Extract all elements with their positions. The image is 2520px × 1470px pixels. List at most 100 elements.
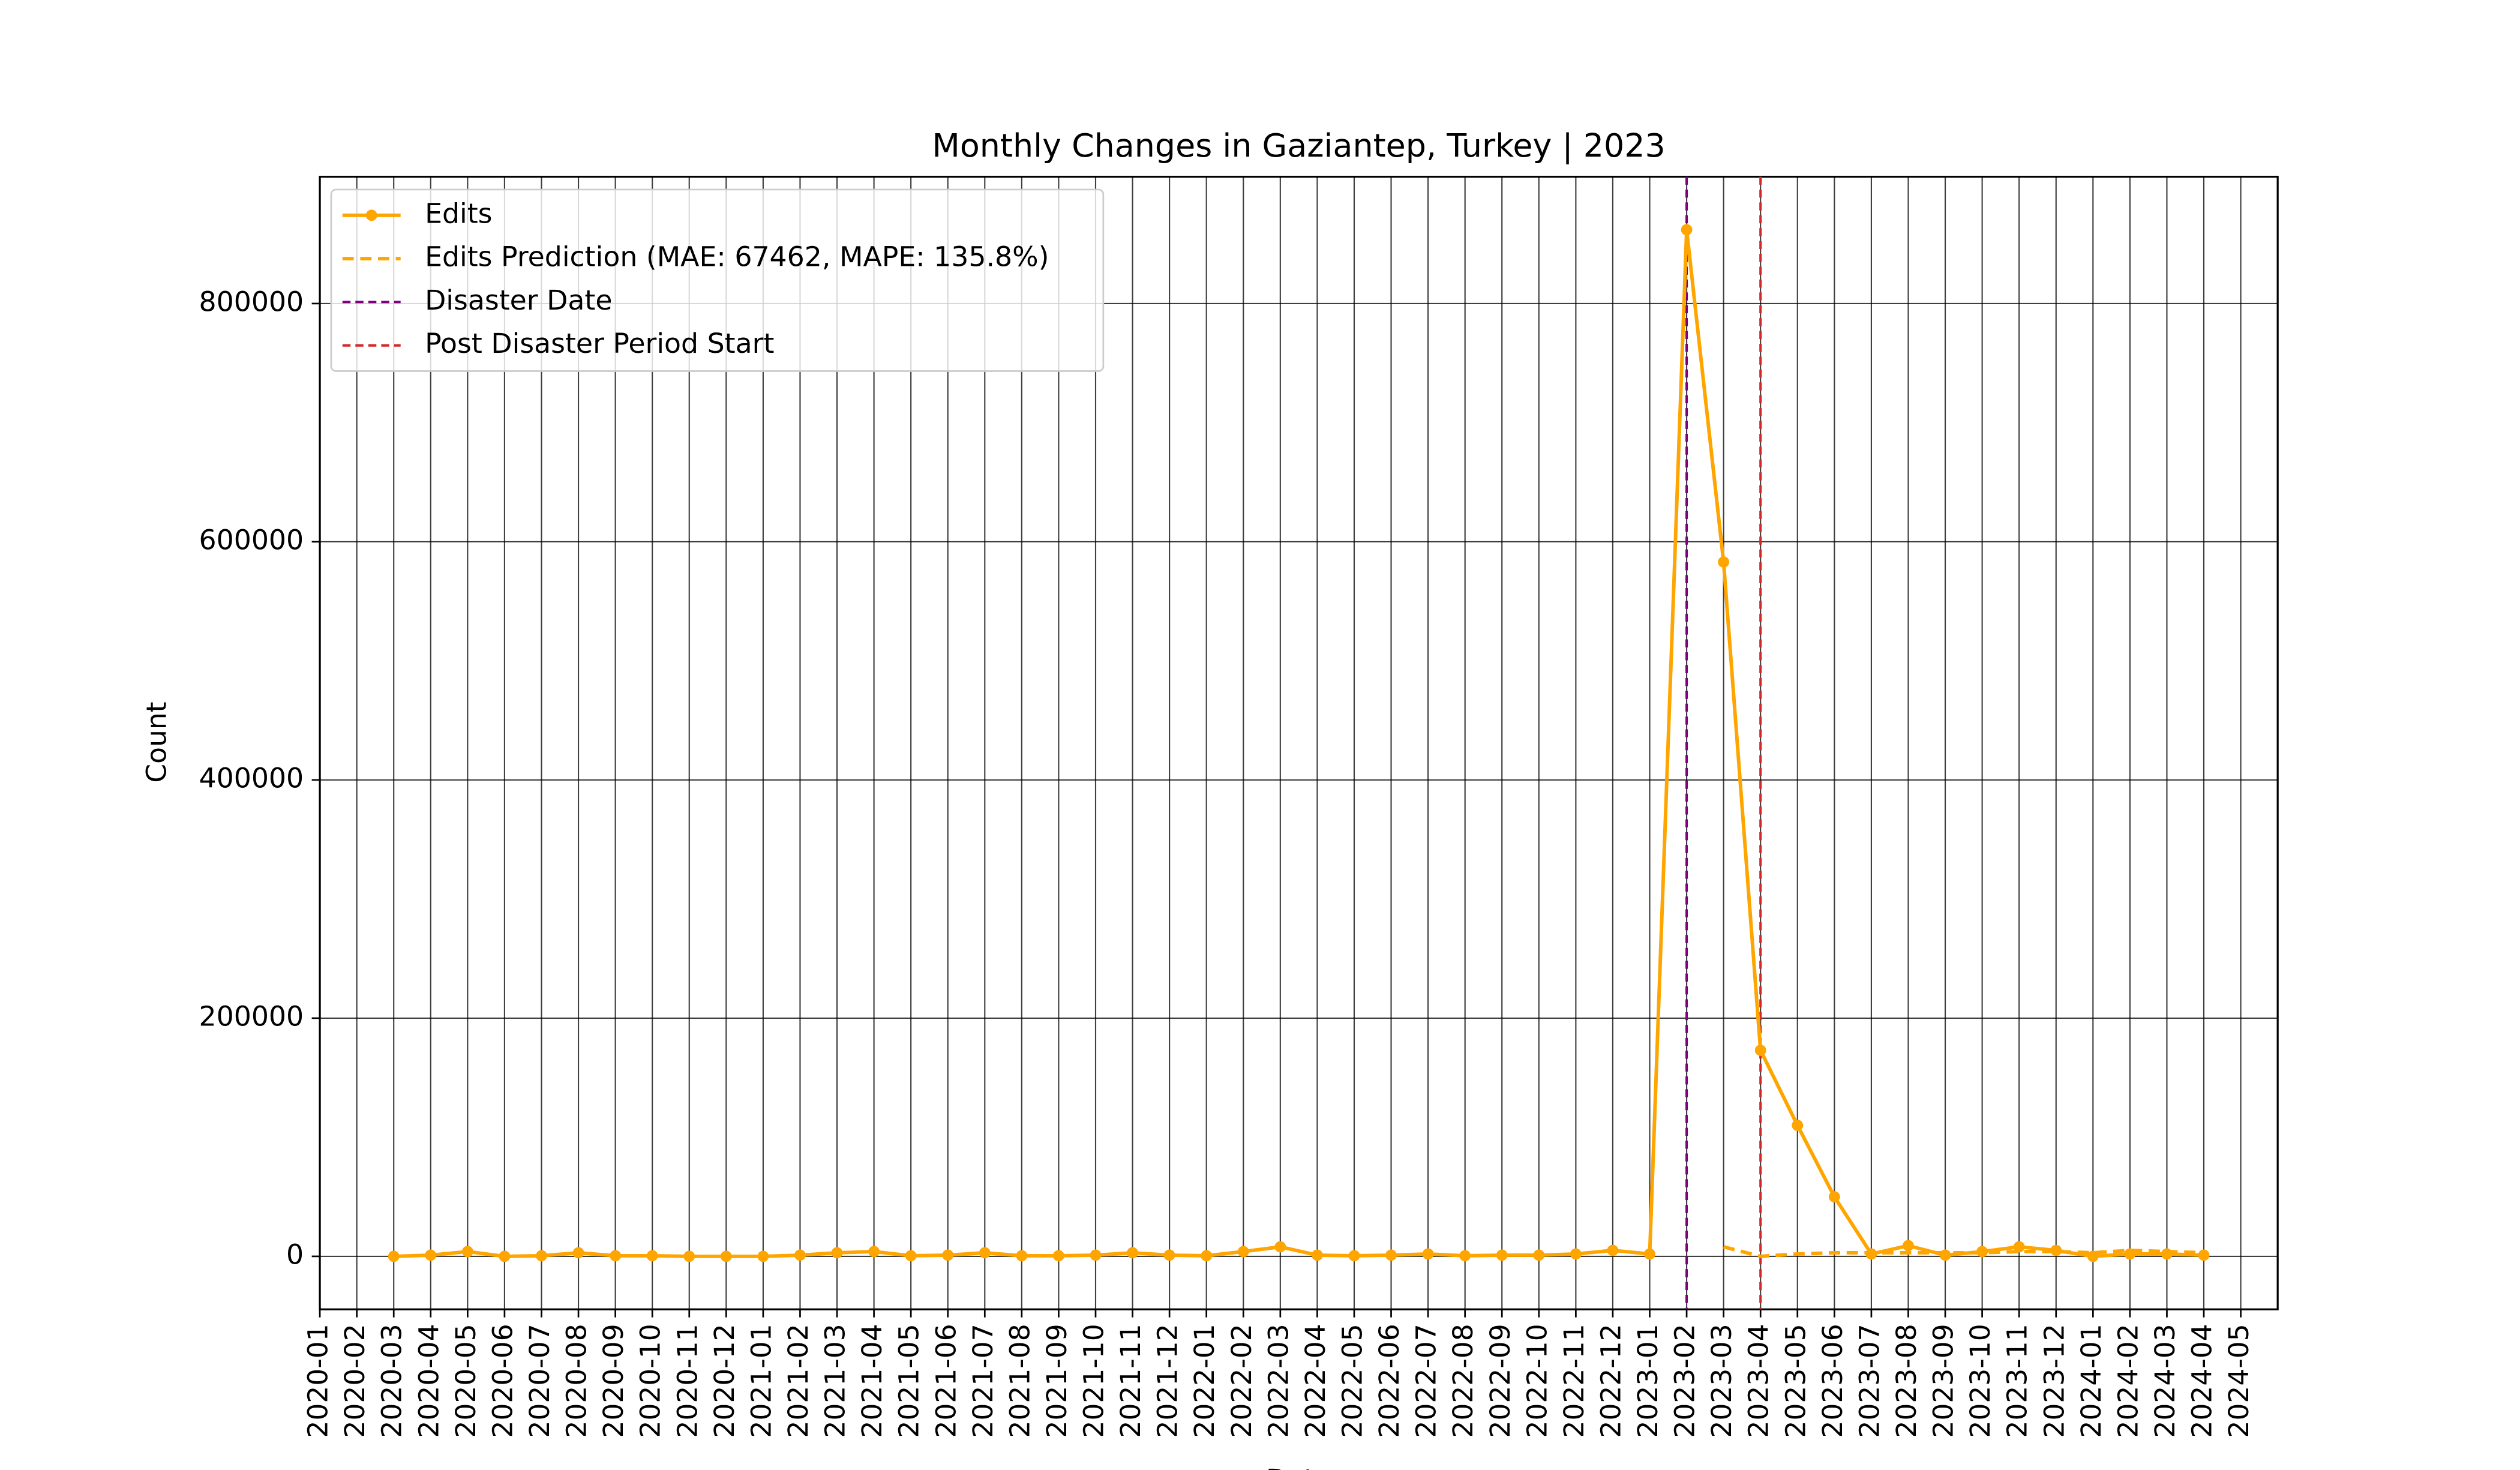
- x-tick-label: 2024-05: [2223, 1324, 2255, 1438]
- chart-title: Monthly Changes in Gaziantep, Turkey | 2…: [932, 127, 1665, 164]
- data-point: [646, 1250, 658, 1262]
- x-tick-label: 2021-05: [893, 1324, 925, 1438]
- x-tick-label: 2022-10: [1521, 1324, 1553, 1438]
- x-tick-label: 2023-05: [1780, 1324, 1811, 1438]
- data-point: [1754, 1045, 1766, 1056]
- x-tick-label: 2023-10: [1964, 1324, 1996, 1438]
- x-tick-label: 2022-05: [1336, 1324, 1368, 1438]
- data-point: [683, 1250, 695, 1262]
- x-tick-label: 2023-06: [1817, 1324, 1849, 1438]
- x-tick-label: 2024-02: [2112, 1324, 2144, 1438]
- x-tick-label: 2022-04: [1300, 1324, 1331, 1438]
- y-tick-label: 800000: [199, 286, 304, 318]
- data-point: [461, 1246, 473, 1258]
- data-point: [572, 1247, 584, 1259]
- data-point: [1570, 1248, 1582, 1260]
- y-tick-label: 600000: [199, 524, 304, 556]
- x-tick-label: 2020-05: [450, 1324, 482, 1438]
- x-tick-label: 2021-10: [1078, 1324, 1109, 1438]
- x-tick-label: 2021-12: [1152, 1324, 1184, 1438]
- data-point: [1607, 1244, 1619, 1256]
- x-tick-label: 2021-04: [856, 1324, 888, 1438]
- x-tick-label: 2021-08: [1004, 1324, 1036, 1438]
- x-tick-label: 2020-02: [339, 1324, 371, 1438]
- data-point: [1792, 1120, 1804, 1131]
- legend-label: Edits: [425, 197, 492, 229]
- y-axis-label: Count: [140, 701, 172, 782]
- data-point: [794, 1249, 806, 1261]
- x-tick-label: 2022-09: [1484, 1324, 1516, 1438]
- data-point: [1533, 1249, 1545, 1261]
- x-tick-label: 2021-03: [819, 1324, 851, 1438]
- x-tick-label: 2023-02: [1669, 1324, 1700, 1438]
- x-tick-label: 2024-03: [2149, 1324, 2181, 1438]
- x-tick-label: 2024-04: [2186, 1324, 2218, 1438]
- x-tick-label: 2023-08: [1891, 1324, 1922, 1438]
- data-point: [1644, 1248, 1655, 1260]
- data-point: [1274, 1241, 1286, 1253]
- x-tick-label: 2021-02: [782, 1324, 814, 1438]
- x-tick-label: 2023-11: [2002, 1324, 2033, 1438]
- data-point: [1163, 1249, 1175, 1261]
- data-point: [757, 1250, 769, 1262]
- x-tick-label: 2020-03: [376, 1324, 408, 1438]
- x-tick-label: 2021-07: [967, 1324, 999, 1438]
- x-tick-label: 2020-01: [302, 1324, 334, 1438]
- plot-frame: [319, 175, 2279, 1310]
- data-point: [831, 1247, 843, 1259]
- x-tick-label: 2023-07: [1853, 1324, 1885, 1438]
- data-point: [979, 1247, 991, 1259]
- data-point: [499, 1250, 511, 1262]
- x-tick-label: 2020-06: [487, 1324, 518, 1438]
- data-point: [1311, 1249, 1323, 1261]
- data-point: [1718, 556, 1730, 568]
- data-point: [1903, 1240, 1914, 1252]
- legend-label: Post Disaster Period Start: [425, 328, 774, 359]
- series-line: [1723, 1245, 2204, 1258]
- x-tick-label: 2021-06: [930, 1324, 962, 1438]
- x-tick-label: 2022-11: [1558, 1324, 1590, 1438]
- y-tick-label: 400000: [199, 763, 304, 794]
- data-point: [1090, 1249, 1102, 1261]
- x-tick-label: 2020-10: [635, 1324, 667, 1438]
- data-point: [1496, 1249, 1508, 1261]
- x-tick-label: 2020-11: [671, 1324, 703, 1438]
- data-point: [610, 1250, 622, 1262]
- legend-marker: [365, 209, 377, 221]
- data-point: [1828, 1191, 1840, 1203]
- data-point: [1348, 1250, 1360, 1262]
- x-tick-label: 2022-12: [1595, 1324, 1627, 1438]
- x-tick-label: 2020-09: [598, 1324, 629, 1438]
- x-tick-label: 2023-01: [1632, 1324, 1664, 1438]
- x-tick-label: 2022-08: [1447, 1324, 1479, 1438]
- y-tick-label: 0: [286, 1238, 304, 1270]
- x-tick-label: 2022-02: [1226, 1324, 1258, 1438]
- data-point: [1422, 1248, 1434, 1260]
- x-tick-label: 2023-04: [1743, 1324, 1775, 1438]
- x-tick-label: 2020-08: [560, 1324, 592, 1438]
- data-point: [868, 1246, 880, 1258]
- data-point: [942, 1249, 954, 1261]
- x-tick-label: 2023-03: [1706, 1324, 1738, 1438]
- data-point: [720, 1250, 732, 1262]
- x-tick-label: 2023-12: [2038, 1324, 2070, 1438]
- x-tick-label: 2020-12: [709, 1324, 740, 1438]
- data-point: [905, 1250, 917, 1262]
- y-tick-label: 200000: [199, 1000, 304, 1032]
- data-point: [1201, 1250, 1213, 1262]
- data-point: [1237, 1246, 1249, 1258]
- legend-box: [330, 188, 1105, 372]
- x-tick-label: 2023-09: [1927, 1324, 1959, 1438]
- legend-label: Disaster Date: [425, 284, 612, 316]
- data-point: [2198, 1249, 2210, 1261]
- data-point: [1016, 1250, 1028, 1262]
- x-tick-label: 2022-01: [1189, 1324, 1220, 1438]
- x-tick-label: 2020-07: [524, 1324, 556, 1438]
- x-axis-label: Date: [1266, 1463, 1331, 1470]
- data-point: [2013, 1241, 2025, 1253]
- data-point: [1681, 224, 1693, 236]
- data-point: [1459, 1250, 1471, 1262]
- data-point: [1385, 1249, 1397, 1261]
- x-tick-label: 2022-03: [1262, 1324, 1294, 1438]
